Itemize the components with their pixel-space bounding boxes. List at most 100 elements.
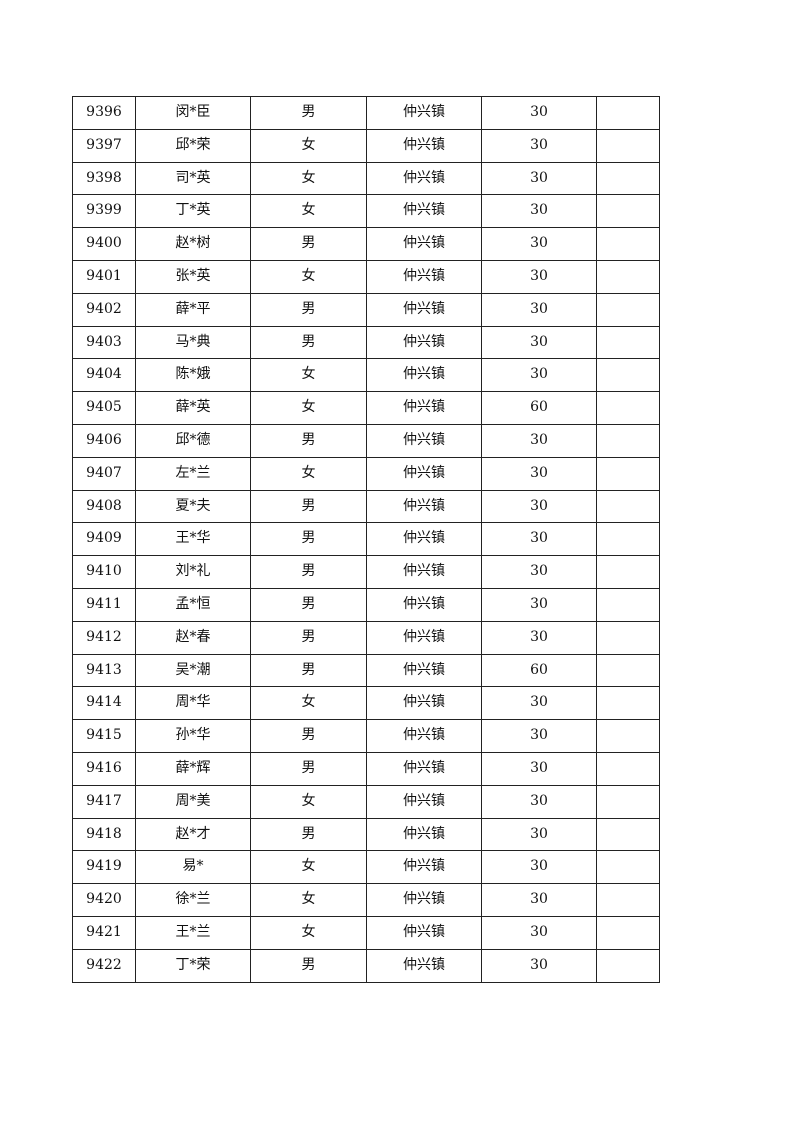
cell-gender: 男 [250, 948, 367, 983]
cell-town: 仲兴镇 [366, 456, 482, 491]
cell-gender: 男 [250, 227, 367, 261]
table-row: 9401 张*英女仲兴镇 30 [72, 259, 660, 294]
cell-id: 9415 [72, 719, 136, 753]
cell-amount: 30 [481, 423, 597, 458]
cell-note [596, 817, 660, 852]
cell-amount: 30 [481, 128, 597, 163]
cell-name: 张*英 [135, 259, 251, 294]
cell-note [596, 423, 660, 458]
table-row: 9403 马*典男仲兴镇 30 [72, 325, 660, 360]
cell-town: 仲兴镇 [366, 817, 482, 852]
table-row: 9409 王*华男仲兴镇 30 [72, 522, 660, 557]
cell-amount: 30 [481, 751, 597, 786]
cell-gender: 男 [250, 489, 367, 524]
cell-gender: 男 [250, 620, 367, 655]
cell-gender: 男 [250, 292, 367, 327]
cell-amount: 30 [481, 325, 597, 360]
cell-town: 仲兴镇 [366, 227, 482, 261]
table-row: 9415 孙*华男仲兴镇 30 [72, 719, 660, 753]
table-row: 9418 赵*才男仲兴镇 30 [72, 817, 660, 852]
cell-id: 9399 [72, 194, 136, 229]
table-row: 9410 刘*礼男仲兴镇 30 [72, 555, 660, 589]
cell-id: 9414 [72, 686, 136, 721]
cell-id: 9407 [72, 456, 136, 491]
cell-gender: 男 [250, 719, 367, 753]
cell-note [596, 161, 660, 196]
cell-id: 9398 [72, 161, 136, 196]
cell-id: 9420 [72, 883, 136, 917]
cell-name: 左*兰 [135, 456, 251, 491]
cell-town: 仲兴镇 [366, 850, 482, 885]
cell-id: 9419 [72, 850, 136, 885]
cell-note [596, 194, 660, 229]
cell-town: 仲兴镇 [366, 784, 482, 819]
table-row: 9413 吴*潮男仲兴镇 60 [72, 653, 660, 688]
cell-id: 9412 [72, 620, 136, 655]
cell-amount: 30 [481, 587, 597, 622]
table-row: 9412 赵*春男仲兴镇 30 [72, 620, 660, 655]
cell-note [596, 96, 660, 130]
cell-gender: 女 [250, 686, 367, 721]
cell-gender: 男 [250, 423, 367, 458]
table-row: 9417 周*美女仲兴镇 30 [72, 784, 660, 819]
table-row: 9414 周*华女仲兴镇 30 [72, 686, 660, 721]
cell-town: 仲兴镇 [366, 161, 482, 196]
cell-town: 仲兴镇 [366, 620, 482, 655]
table-row: 9400 赵*树男仲兴镇 30 [72, 227, 660, 261]
cell-name: 吴*潮 [135, 653, 251, 688]
cell-town: 仲兴镇 [366, 719, 482, 753]
cell-id: 9402 [72, 292, 136, 327]
cell-gender: 女 [250, 259, 367, 294]
cell-town: 仲兴镇 [366, 653, 482, 688]
cell-name: 司*英 [135, 161, 251, 196]
cell-town: 仲兴镇 [366, 194, 482, 229]
cell-name: 王*华 [135, 522, 251, 557]
cell-gender: 男 [250, 751, 367, 786]
cell-id: 9413 [72, 653, 136, 688]
cell-gender: 男 [250, 96, 367, 130]
cell-note [596, 850, 660, 885]
cell-id: 9409 [72, 522, 136, 557]
table-row: 9419 易* 女仲兴镇 30 [72, 850, 660, 885]
cell-note [596, 915, 660, 950]
cell-town: 仲兴镇 [366, 948, 482, 983]
cell-gender: 女 [250, 850, 367, 885]
cell-amount: 30 [481, 489, 597, 524]
cell-note [596, 128, 660, 163]
cell-gender: 男 [250, 555, 367, 589]
cell-id: 9408 [72, 489, 136, 524]
cell-amount: 30 [481, 883, 597, 917]
table-row: 9399 丁*英女仲兴镇 30 [72, 194, 660, 229]
cell-note [596, 784, 660, 819]
cell-amount: 30 [481, 850, 597, 885]
table-row: 9406 邱*德男仲兴镇 30 [72, 423, 660, 458]
cell-id: 9416 [72, 751, 136, 786]
cell-id: 9422 [72, 948, 136, 983]
cell-amount: 30 [481, 194, 597, 229]
cell-town: 仲兴镇 [366, 587, 482, 622]
table-row: 9405 薛*英女仲兴镇 60 [72, 391, 660, 425]
cell-name: 薛*平 [135, 292, 251, 327]
cell-name: 王*兰 [135, 915, 251, 950]
cell-gender: 女 [250, 358, 367, 393]
cell-id: 9421 [72, 915, 136, 950]
cell-amount: 30 [481, 948, 597, 983]
cell-gender: 女 [250, 915, 367, 950]
table-row: 9407 左*兰女仲兴镇 30 [72, 456, 660, 491]
cell-name: 周*美 [135, 784, 251, 819]
cell-note [596, 358, 660, 393]
cell-name: 孟*恒 [135, 587, 251, 622]
cell-amount: 60 [481, 653, 597, 688]
cell-amount: 30 [481, 292, 597, 327]
cell-name: 马*典 [135, 325, 251, 360]
cell-note [596, 620, 660, 655]
table-row: 9398 司*英女仲兴镇 30 [72, 161, 660, 196]
cell-amount: 30 [481, 227, 597, 261]
cell-note [596, 653, 660, 688]
cell-amount: 30 [481, 686, 597, 721]
cell-town: 仲兴镇 [366, 423, 482, 458]
cell-gender: 男 [250, 653, 367, 688]
cell-note [596, 325, 660, 360]
table-row: 9411 孟*恒男仲兴镇 30 [72, 587, 660, 622]
cell-town: 仲兴镇 [366, 686, 482, 721]
